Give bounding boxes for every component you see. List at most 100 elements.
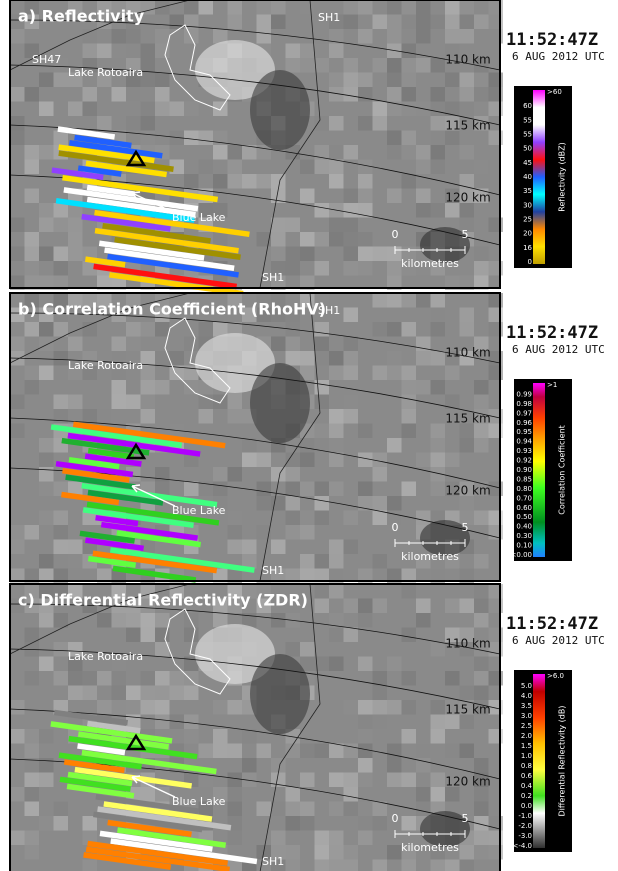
terrain-cell <box>126 322 141 337</box>
terrain-cell <box>300 160 315 175</box>
terrain-cell <box>387 845 402 860</box>
terrain-cell <box>329 409 344 424</box>
terrain-cell <box>460 496 475 511</box>
terrain-cell <box>329 174 344 189</box>
colorbar-label: 25 <box>523 216 532 224</box>
colorbar-label: >6.0 <box>547 672 564 680</box>
terrain-cell <box>213 467 228 482</box>
terrain-cell <box>344 189 359 204</box>
terrain-cell <box>257 496 272 511</box>
terrain-cell <box>271 613 286 628</box>
colorbar-label: 0.8 <box>521 762 532 770</box>
terrain-cell <box>358 29 373 44</box>
date-label: 6 AUG 2012 UTC <box>512 634 605 647</box>
terrain-cell <box>271 218 286 233</box>
terrain-cell <box>387 351 402 366</box>
terrain-cell <box>228 203 243 218</box>
terrain-cell <box>315 116 330 131</box>
terrain-cell <box>83 102 98 117</box>
terrain-cell <box>257 453 272 468</box>
terrain-cell <box>431 729 446 744</box>
terrain-cell <box>315 203 330 218</box>
colorbar-title: Differential Reflectivity (dB) <box>558 706 567 817</box>
colorbar-label: 0.90 <box>516 466 532 474</box>
terrain-cell <box>445 73 460 88</box>
terrain-cell <box>416 58 431 73</box>
terrain-cell <box>431 860 446 871</box>
terrain-cell <box>329 482 344 497</box>
time-label: 11:52:47Z <box>506 323 598 343</box>
terrain-cell <box>474 671 489 686</box>
terrain-cell <box>54 671 69 686</box>
terrain-cell <box>10 700 25 715</box>
terrain-cell <box>445 203 460 218</box>
terrain-cell <box>286 58 301 73</box>
terrain-cell <box>460 73 475 88</box>
terrain-cell <box>474 380 489 395</box>
scale-label: 5 <box>462 228 469 241</box>
terrain-cell <box>155 671 170 686</box>
terrain-cell <box>257 482 272 497</box>
colorbar-label: 2.5 <box>521 722 532 730</box>
terrain-cell <box>460 686 475 701</box>
colorbar-label: 0.10 <box>516 542 532 550</box>
terrain-cell <box>431 380 446 395</box>
terrain-cell <box>286 482 301 497</box>
terrain-cell <box>184 174 199 189</box>
terrain-cell <box>300 453 315 468</box>
terrain-cell <box>83 816 98 831</box>
terrain-cell <box>416 145 431 160</box>
terrain-cell <box>373 102 388 117</box>
terrain-cell <box>402 424 417 439</box>
terrain-cell <box>373 58 388 73</box>
terrain-cell <box>300 525 315 540</box>
terrain-cell <box>431 482 446 497</box>
terrain-cell <box>271 15 286 30</box>
colorbar-label: 40 <box>523 173 532 181</box>
colorbar-label: -1.0 <box>518 812 532 820</box>
range-label: 110 km <box>445 637 490 651</box>
terrain-cell <box>199 744 214 759</box>
terrain-cell <box>315 380 330 395</box>
terrain-cell <box>39 145 54 160</box>
terrain-cell <box>54 613 69 628</box>
terrain-cell <box>286 845 301 860</box>
terrain-cell <box>39 453 54 468</box>
terrain-cell <box>402 380 417 395</box>
lake-label: Lake Rotoaira <box>68 359 143 372</box>
terrain-cell <box>126 700 141 715</box>
terrain-cell <box>39 102 54 117</box>
terrain-cell <box>460 145 475 160</box>
terrain-cell <box>344 366 359 381</box>
terrain-cell <box>329 802 344 817</box>
terrain-cell <box>402 671 417 686</box>
terrain-cell <box>300 744 315 759</box>
terrain-cell <box>329 44 344 59</box>
terrain-cell <box>344 599 359 614</box>
terrain-cell <box>445 787 460 802</box>
terrain-cell <box>402 584 417 599</box>
terrain-cell <box>445 15 460 30</box>
terrain-cell <box>329 773 344 788</box>
terrain-cell <box>387 700 402 715</box>
terrain-cell <box>387 322 402 337</box>
terrain-cell <box>460 715 475 730</box>
page: {"panels": [ {"title": "a) Reflectivity"… <box>0 0 618 871</box>
terrain-cell <box>39 657 54 672</box>
terrain-cell <box>184 613 199 628</box>
terrain-cell <box>112 395 127 410</box>
terrain-cell <box>402 816 417 831</box>
terrain-cell <box>271 831 286 846</box>
terrain-cell <box>329 453 344 468</box>
terrain-cell <box>387 189 402 204</box>
terrain-cell <box>387 15 402 30</box>
terrain-cell <box>373 453 388 468</box>
colorbar-label: 0.98 <box>516 400 532 408</box>
terrain-cell <box>344 0 359 15</box>
colorbar <box>533 383 545 557</box>
terrain-cell <box>112 337 127 352</box>
terrain-cell <box>474 438 489 453</box>
terrain-cell <box>39 511 54 526</box>
terrain-dark <box>250 363 310 443</box>
colorbar-label: >1 <box>547 381 557 389</box>
